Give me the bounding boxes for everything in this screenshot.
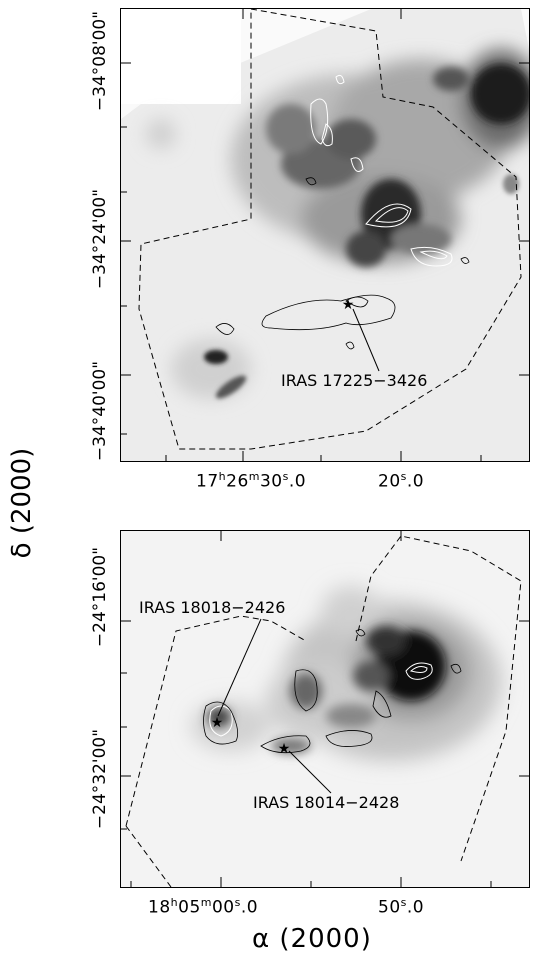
iras-18014-label: IRAS 18014−2428 (253, 793, 400, 812)
compact-sources (204, 174, 519, 399)
survey-boundary (138, 9, 522, 450)
x-axis-title: α (2000) (252, 924, 372, 954)
top-ra-tick-2: 20s.0 (378, 470, 425, 492)
bottom-map-panel: ★ ★ IRAS 18018−2426 IRAS 18014−2428 (120, 530, 530, 888)
iras-17225-pointer (352, 308, 380, 372)
iras-18018-pointer (217, 618, 262, 717)
iras-18018-star-icon: ★ (211, 715, 224, 731)
frame-ticks-bottom (121, 531, 529, 887)
frame-ticks (121, 9, 529, 461)
bottom-dec-tick-2: −24°32'00" (90, 728, 110, 830)
contours (310, 74, 453, 267)
top-dec-tick-3: −34°40'00" (90, 360, 110, 462)
contours-dark (215, 177, 470, 350)
bottom-ra-tick-2: 50s.0 (378, 896, 425, 918)
bottom-map-image: ★ ★ (121, 531, 529, 887)
bottom-ra-tick-1: 18h05m00s.0 (148, 896, 259, 918)
iras-18014-pointer (288, 750, 332, 794)
iras-17225-label: IRAS 17225−3426 (281, 371, 428, 390)
top-dec-tick-2: −34°24'00" (90, 188, 110, 290)
bright-regions (266, 64, 529, 267)
iras-18014-star-icon: ★ (278, 741, 291, 757)
top-ra-tick-1: 17h26m30s.0 (196, 470, 307, 492)
bottom-dec-tick-1: −24°16'00" (90, 546, 110, 648)
top-map-panel: ★ IRAS 17225−3426 (120, 8, 530, 462)
iras-18018-label: IRAS 18018−2426 (139, 598, 286, 617)
y-axis-title: δ (2000) (7, 447, 37, 559)
top-dec-tick-1: −34°08'00" (90, 10, 110, 112)
contours-dark-bottom (203, 629, 462, 754)
contours-bottom (209, 662, 433, 737)
iras-17225-star-icon: ★ (342, 297, 355, 313)
top-map-image: ★ (121, 9, 529, 461)
